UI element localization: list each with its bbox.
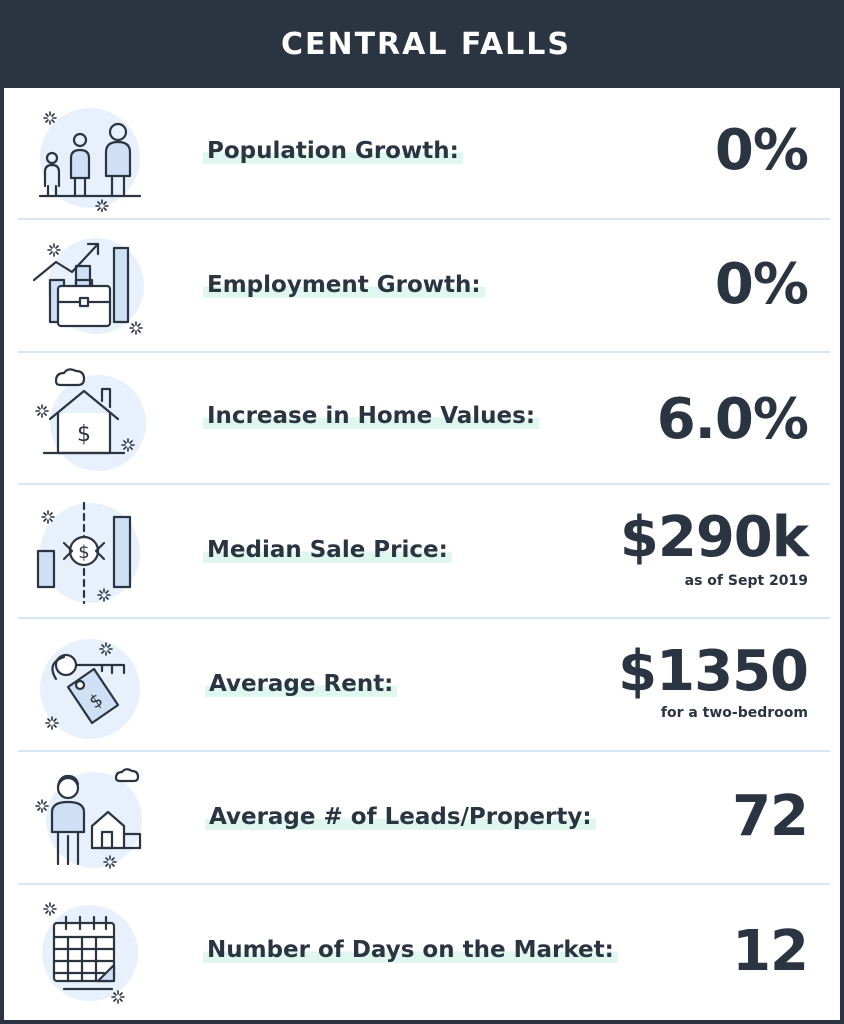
metric-row-population: Population Growth: 0% (18, 88, 830, 218)
metric-row-leads: Average # of Leads/Property: 72 (18, 750, 830, 883)
metric-note: for a two-bedroom (660, 705, 808, 721)
metric-value: 0% (714, 118, 809, 183)
dollar-exchange-icon: $ (32, 495, 148, 611)
metric-row-employment: Employment Growth: 0% (18, 218, 830, 351)
metric-row-median-price: $ Median Sale Price: $290k as of Sept 20… (18, 483, 830, 617)
metric-label: Population Growth: (203, 138, 463, 164)
metric-value: $290k (619, 505, 809, 570)
metric-note: as of Sept 2019 (684, 573, 808, 589)
metric-value: 12 (732, 919, 809, 984)
house-dollar-icon: $ (32, 361, 148, 477)
metric-value: 6.0% (656, 387, 809, 452)
metric-row-days-on-market: Number of Days on the Market: 12 (18, 883, 830, 1020)
calendar-icon (32, 893, 148, 1009)
key-tag-icon: $ (32, 627, 148, 743)
page-title: CENTRAL FALLS (280, 26, 572, 62)
people-icon (32, 96, 148, 212)
header-bar: CENTRAL FALLS (4, 0, 844, 88)
metric-value: 72 (732, 784, 809, 849)
metric-label: Increase in Home Values: (203, 403, 540, 429)
briefcase-chart-icon (32, 228, 148, 344)
svg-text:$: $ (77, 422, 91, 447)
metric-label: Average Rent: (205, 671, 398, 697)
person-house-icon (32, 760, 148, 876)
metric-row-average-rent: $ Average Rent: $1350 for a two-bedroom (18, 617, 830, 750)
metric-row-home-values: $ Increase in Home Values: 6.0% (18, 351, 830, 483)
metric-label: Employment Growth: (203, 272, 485, 298)
metric-label: Average # of Leads/Property: (205, 804, 596, 830)
metric-label: Median Sale Price: (203, 537, 452, 563)
metric-value: 0% (714, 252, 809, 317)
metric-value: $1350 (618, 639, 809, 704)
metric-label: Number of Days on the Market: (203, 937, 618, 963)
svg-text:$: $ (78, 542, 89, 563)
